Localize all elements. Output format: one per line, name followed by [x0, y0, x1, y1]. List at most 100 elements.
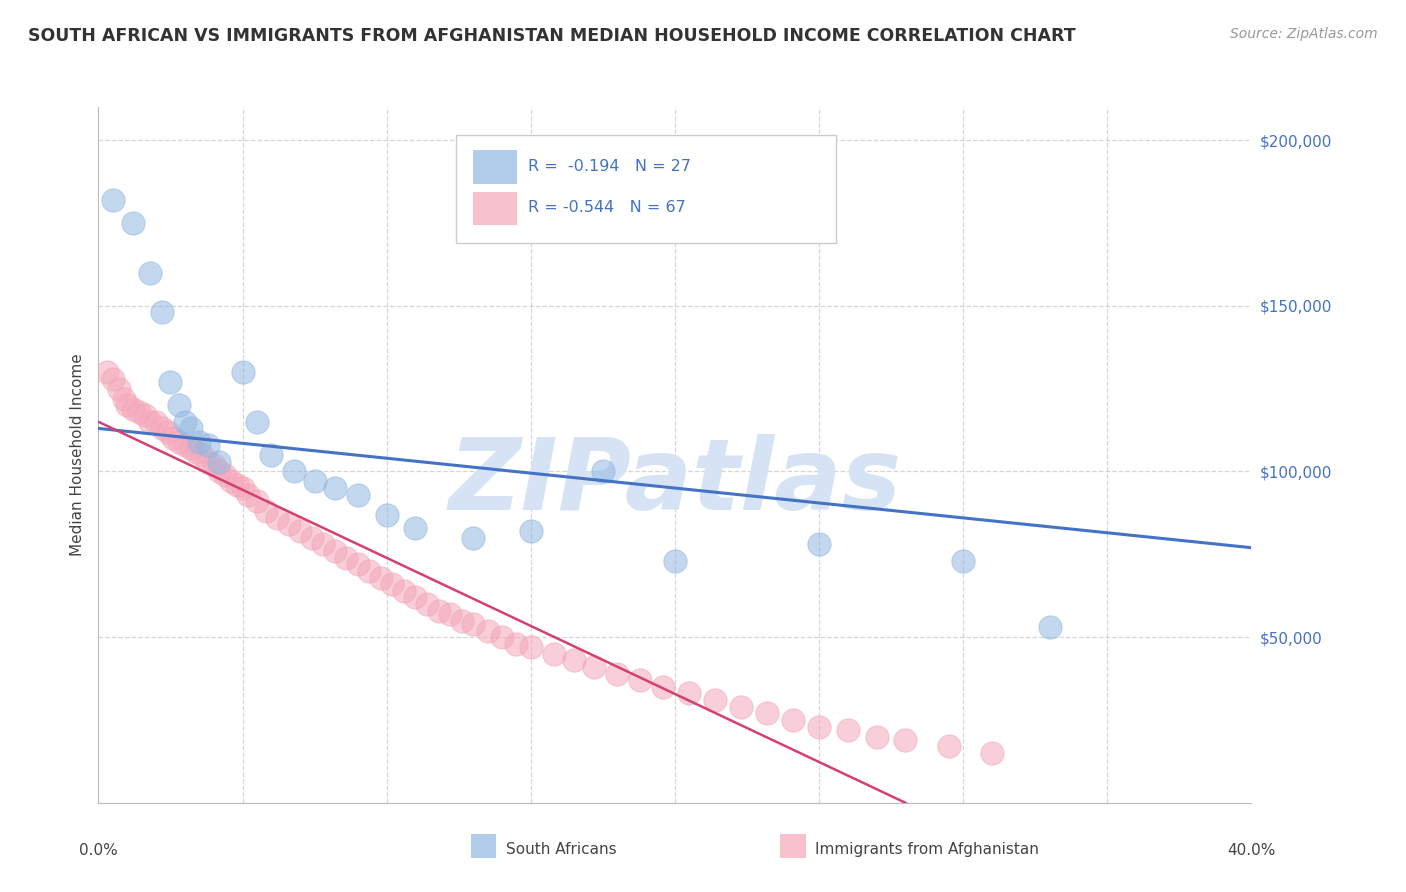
Point — [894, 732, 917, 747]
Text: 40.0%: 40.0% — [1227, 843, 1275, 857]
Point — [381, 577, 404, 591]
Point — [652, 680, 675, 694]
Point — [266, 511, 288, 525]
Point — [346, 558, 368, 572]
Point — [375, 508, 398, 522]
Point — [186, 444, 208, 458]
Point — [301, 531, 323, 545]
Point — [174, 438, 197, 452]
Point — [162, 431, 184, 445]
Point — [107, 382, 129, 396]
Point — [543, 647, 565, 661]
Point — [231, 481, 254, 495]
Point — [180, 421, 202, 435]
Point — [150, 421, 173, 435]
Point — [461, 531, 484, 545]
Point — [562, 653, 585, 667]
Point — [427, 604, 450, 618]
Point — [283, 465, 305, 479]
Point — [505, 637, 527, 651]
Text: South Africans: South Africans — [506, 842, 617, 856]
Point — [491, 630, 513, 644]
Point — [254, 504, 277, 518]
Point — [323, 481, 346, 495]
Text: Immigrants from Afghanistan: Immigrants from Afghanistan — [815, 842, 1039, 856]
Point — [134, 408, 156, 422]
Text: 0.0%: 0.0% — [79, 843, 118, 857]
Point — [1038, 620, 1062, 634]
Point — [756, 706, 779, 721]
Point — [225, 477, 247, 491]
Point — [208, 454, 231, 468]
Point — [439, 607, 461, 621]
Point — [197, 454, 219, 468]
Point — [520, 524, 543, 538]
Point — [938, 739, 960, 754]
Point — [122, 216, 145, 230]
Point — [866, 730, 889, 744]
Point — [312, 537, 335, 551]
Point — [145, 415, 167, 429]
Point — [167, 434, 190, 449]
Point — [219, 475, 242, 489]
Point — [159, 375, 181, 389]
Point — [156, 425, 179, 439]
FancyBboxPatch shape — [456, 135, 837, 243]
Point — [370, 570, 392, 584]
Point — [359, 564, 381, 578]
Text: ZIPatlas: ZIPatlas — [449, 434, 901, 532]
Point — [191, 448, 214, 462]
Point — [246, 494, 269, 508]
Point — [260, 448, 283, 462]
Point — [139, 415, 162, 429]
Point — [730, 699, 752, 714]
Point — [231, 365, 254, 379]
Point — [678, 686, 700, 700]
Point — [405, 591, 427, 605]
Point — [167, 398, 190, 412]
Point — [477, 624, 499, 638]
FancyBboxPatch shape — [472, 192, 517, 226]
Point — [202, 458, 225, 472]
Point — [405, 521, 427, 535]
Point — [197, 438, 219, 452]
Point — [807, 537, 830, 551]
Point — [101, 193, 124, 207]
Point — [304, 475, 326, 489]
Point — [323, 544, 346, 558]
Text: R =  -0.194   N = 27: R = -0.194 N = 27 — [529, 159, 692, 174]
Point — [628, 673, 651, 688]
Point — [290, 524, 312, 538]
Text: R = -0.544   N = 67: R = -0.544 N = 67 — [529, 201, 686, 216]
Y-axis label: Median Household Income: Median Household Income — [70, 353, 86, 557]
Point — [392, 583, 415, 598]
Point — [335, 550, 357, 565]
Point — [214, 467, 236, 482]
Text: Source: ZipAtlas.com: Source: ZipAtlas.com — [1230, 27, 1378, 41]
Point — [416, 597, 439, 611]
Point — [837, 723, 859, 737]
Point — [346, 488, 368, 502]
Point — [606, 666, 628, 681]
Point — [117, 398, 139, 412]
Point — [450, 614, 472, 628]
Point — [664, 554, 686, 568]
FancyBboxPatch shape — [472, 150, 517, 184]
Point — [188, 434, 211, 449]
Point — [277, 517, 299, 532]
Point — [981, 746, 1004, 760]
Point — [180, 442, 202, 456]
Point — [174, 415, 197, 429]
Point — [520, 640, 543, 654]
Point — [583, 660, 606, 674]
Point — [704, 693, 727, 707]
Point — [96, 365, 118, 379]
Point — [807, 720, 830, 734]
Point — [139, 266, 162, 280]
Point — [150, 305, 173, 319]
Point — [101, 372, 124, 386]
Point — [238, 488, 260, 502]
Point — [208, 465, 231, 479]
Point — [112, 392, 135, 406]
Point — [592, 465, 614, 479]
